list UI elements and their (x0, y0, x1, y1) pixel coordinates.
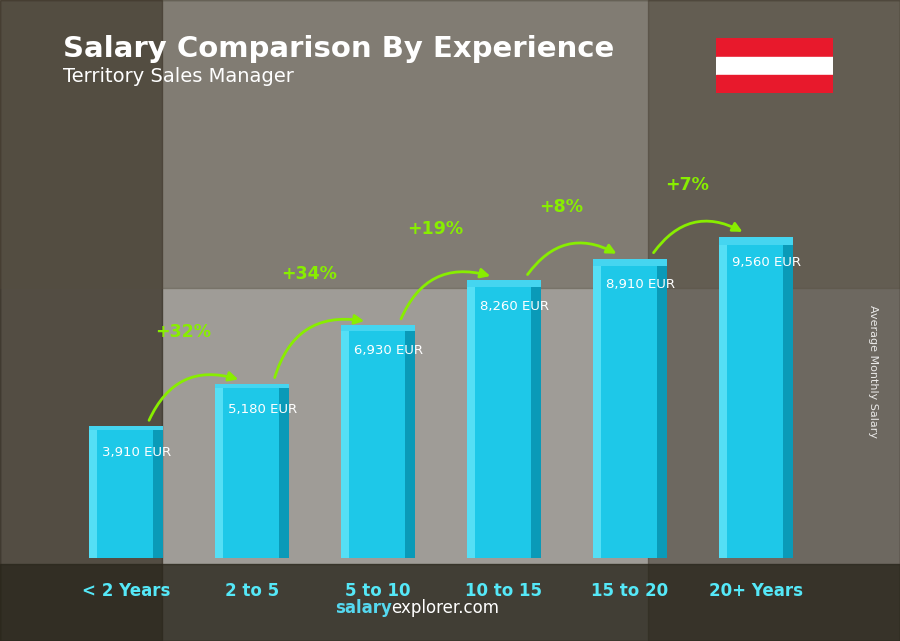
Bar (153, 426, 163, 558)
Text: Territory Sales Manager: Territory Sales Manager (63, 67, 294, 87)
Bar (405, 325, 415, 558)
Text: salary: salary (335, 599, 392, 617)
Text: +32%: +32% (155, 324, 211, 342)
Text: 9,560 EUR: 9,560 EUR (732, 256, 801, 269)
Bar (89, 426, 97, 558)
Bar (467, 280, 541, 558)
Text: 3,910 EUR: 3,910 EUR (102, 445, 171, 459)
Text: 5 to 10: 5 to 10 (346, 582, 410, 601)
Text: +7%: +7% (665, 176, 708, 194)
Bar (215, 384, 223, 558)
Text: +19%: +19% (407, 220, 463, 238)
Bar (531, 280, 541, 558)
Text: 15 to 20: 15 to 20 (591, 582, 669, 601)
Bar (215, 384, 289, 558)
Bar (0, 0, 900, 288)
Bar (657, 258, 667, 558)
Bar (0, 0, 162, 641)
Text: < 2 Years: < 2 Years (82, 582, 170, 601)
Bar (719, 237, 793, 245)
Bar (783, 237, 793, 558)
Text: 8,910 EUR: 8,910 EUR (606, 278, 675, 291)
Text: 6,930 EUR: 6,930 EUR (354, 344, 423, 358)
Bar (279, 384, 289, 558)
Bar (648, 0, 900, 641)
Bar (215, 384, 289, 388)
Text: 5,180 EUR: 5,180 EUR (228, 403, 297, 416)
Bar (716, 38, 832, 56)
Bar (341, 325, 415, 558)
Text: 8,260 EUR: 8,260 EUR (480, 300, 549, 313)
Bar (593, 258, 667, 558)
Bar (341, 325, 349, 558)
Bar (593, 258, 601, 558)
Bar (467, 280, 541, 287)
Text: 10 to 15: 10 to 15 (465, 582, 543, 601)
Bar (716, 56, 832, 75)
Bar (0, 564, 900, 641)
Bar (89, 426, 163, 558)
Bar (719, 237, 727, 558)
Text: explorer.com: explorer.com (392, 599, 500, 617)
Text: Salary Comparison By Experience: Salary Comparison By Experience (63, 35, 614, 63)
Bar (89, 426, 163, 429)
Bar (716, 75, 832, 93)
Text: 20+ Years: 20+ Years (709, 582, 803, 601)
Bar (593, 258, 667, 266)
Bar (719, 237, 793, 558)
Text: +8%: +8% (539, 198, 582, 216)
Bar (467, 280, 475, 558)
Bar (341, 325, 415, 331)
Text: 2 to 5: 2 to 5 (225, 582, 279, 601)
Text: Average Monthly Salary: Average Monthly Salary (868, 305, 878, 438)
Text: +34%: +34% (281, 265, 337, 283)
